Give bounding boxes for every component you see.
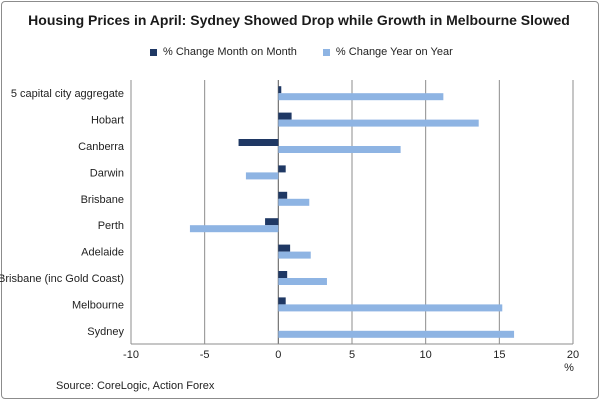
bar-yoy	[278, 278, 327, 285]
category-label: Adelaide	[81, 247, 124, 259]
legend-swatch-mom	[150, 48, 157, 56]
bar-yoy	[278, 251, 311, 259]
x-tick-label: 10	[420, 349, 432, 361]
chart-source: Source: CoreLogic, Action Forex	[56, 380, 215, 392]
x-tick-label: -10	[123, 349, 139, 361]
bar-yoy	[245, 172, 279, 180]
legend-item-yoy: % Change Year on Year	[322, 46, 453, 58]
legend-swatch-yoy	[322, 48, 330, 56]
bar-yoy	[278, 330, 515, 338]
category-label: 5 capital city aggregate	[11, 88, 124, 100]
bar-mom	[278, 112, 292, 120]
bar-mom	[278, 244, 291, 252]
bar-yoy	[278, 119, 479, 127]
bar-mom	[278, 191, 288, 199]
x-tick-label: 5	[349, 349, 355, 361]
x-axis-label: %	[564, 362, 574, 374]
bar-mom	[265, 218, 279, 226]
bar-yoy	[189, 225, 279, 233]
category-label: Canberra	[78, 141, 125, 153]
category-label: Hobart	[91, 115, 124, 127]
category-label: Perth	[98, 220, 124, 232]
x-tick-label: 20	[567, 349, 579, 361]
x-tick-label: 0	[275, 349, 281, 361]
chart-title: Housing Prices in April: Sydney Showed D…	[28, 12, 570, 28]
category-label: Brisbane (inc Gold Coast)	[0, 273, 124, 285]
category-label: Sydney	[87, 326, 124, 338]
chart-legend: % Change Month on Month % Change Year on…	[150, 46, 453, 58]
bar-yoy	[278, 146, 401, 153]
bar-yoy	[278, 304, 503, 312]
bar-yoy	[278, 93, 444, 101]
bar-mom	[278, 86, 282, 94]
bar-mom	[278, 165, 286, 173]
bar-mom	[278, 271, 288, 278]
bar-mom	[238, 139, 279, 146]
legend-item-mom: % Change Month on Month	[150, 46, 297, 58]
legend-label-mom: % Change Month on Month	[163, 46, 297, 58]
legend-label-yoy: % Change Year on Year	[335, 46, 453, 58]
x-tick-label: -5	[200, 349, 210, 361]
category-label: Brisbane	[81, 194, 124, 206]
bar-mom	[278, 297, 286, 305]
category-label: Melbourne	[72, 299, 124, 311]
bar-yoy	[278, 198, 310, 206]
category-label: Darwin	[90, 167, 124, 179]
x-tick-label: 15	[493, 349, 505, 361]
